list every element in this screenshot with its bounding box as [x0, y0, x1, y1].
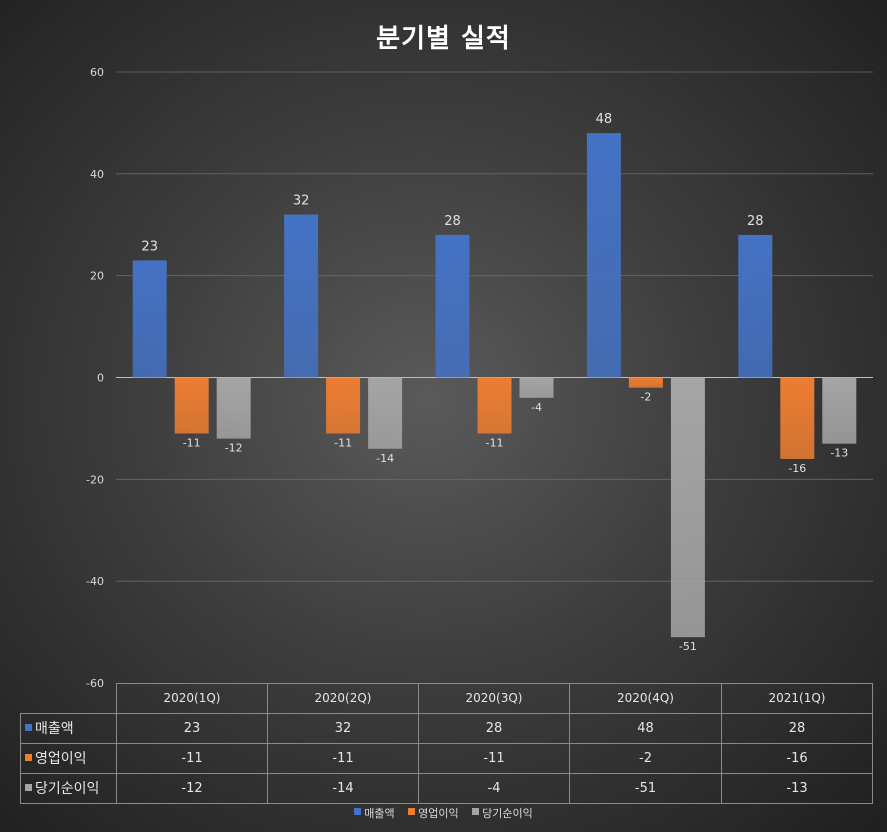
data-label: -12	[225, 442, 243, 455]
table-cell: -2	[569, 742, 722, 774]
data-label: 48	[596, 112, 613, 127]
series-swatch-net	[25, 784, 32, 791]
bar-net-income	[519, 377, 554, 398]
table-header-cell: 2020(4Q)	[569, 683, 722, 714]
table-cell: -4	[418, 772, 570, 804]
series-swatch-operating	[25, 754, 32, 761]
bars	[132, 133, 857, 638]
bar-sales	[586, 133, 621, 378]
data-label: -2	[640, 391, 651, 404]
data-label: 28	[444, 214, 461, 229]
legend-swatch	[354, 808, 362, 815]
bar-operating-income	[477, 377, 512, 434]
data-label: -14	[376, 452, 394, 465]
legend-label: 매출액	[364, 807, 395, 820]
y-axis: 60 40 20 0 -20 -40 -60	[86, 66, 104, 690]
legend-swatch	[472, 808, 480, 815]
bar-operating-income	[628, 377, 663, 388]
table-cell: 28	[721, 712, 873, 744]
table-corner	[21, 684, 117, 714]
table-cell: 23	[116, 712, 268, 744]
y-tick-label: 0	[97, 372, 104, 385]
table-row-sales: 매출액 23 32 28 48 28	[20, 712, 873, 744]
table-header-cell: 2021(1Q)	[721, 683, 873, 714]
data-label: 28	[747, 214, 764, 229]
table-row-net-income: 당기순이익 -12 -14 -4 -51 -13	[20, 772, 873, 804]
table-cell: -14	[267, 772, 419, 804]
bar-net-income	[368, 377, 403, 449]
bar-operating-income	[326, 377, 361, 434]
series-swatch-sales	[25, 724, 32, 731]
table-cell: -16	[721, 742, 873, 774]
bar-sales	[738, 234, 773, 378]
table-cell: 28	[418, 712, 570, 744]
table-cell: -11	[267, 742, 419, 774]
data-label: 23	[141, 239, 158, 254]
bar-net-income	[670, 377, 705, 638]
data-label: -11	[334, 437, 352, 450]
table-header-cell: 2020(1Q)	[116, 683, 268, 714]
table-cell: -51	[569, 772, 722, 804]
y-tick-label: -20	[86, 473, 104, 486]
chart-title: 분기별 실적	[376, 24, 511, 54]
table-cell: -12	[116, 772, 268, 804]
table-row-header: 매출액	[20, 712, 117, 744]
data-label: -16	[788, 462, 806, 475]
y-tick-label: -40	[86, 575, 104, 588]
bar-sales	[132, 260, 167, 378]
data-label: -51	[679, 640, 697, 653]
table-row-label: 영업이익	[35, 751, 87, 767]
bar-sales	[284, 214, 319, 378]
legend-swatch	[408, 808, 416, 815]
y-tick-label: -60	[86, 677, 104, 690]
legend-item-sales: 매출액	[354, 805, 395, 821]
bar-operating-income	[174, 377, 209, 434]
legend-label: 당기순이익	[482, 807, 533, 820]
y-tick-label: 20	[90, 270, 104, 283]
table-row-operating-income: 영업이익 -11 -11 -11 -2 -16	[20, 742, 873, 774]
table-header-row: 2020(1Q) 2020(2Q) 2020(3Q) 2020(4Q) 2021…	[21, 683, 873, 714]
table-row-header: 영업이익	[20, 742, 117, 774]
legend: 매출액 영업이익 당기순이익	[0, 805, 887, 821]
table-header-cell: 2020(3Q)	[418, 683, 570, 714]
y-tick-label: 40	[90, 168, 104, 181]
data-label: -11	[486, 437, 504, 450]
table-cell: -11	[418, 742, 570, 774]
table-row-header: 당기순이익	[20, 772, 117, 804]
chart-plot-area: 60 40 20 0 -20 -40 -60 23 -11 -12 32 -11 -14 28 -11 -4…	[86, 66, 873, 690]
legend-label: 영업이익	[418, 807, 459, 820]
data-label: -11	[183, 437, 201, 450]
data-labels: 23 -11 -12 32 -11 -14 28 -11 -4 48 -2 -51 28 -16 -13	[141, 112, 848, 653]
y-tick-label: 60	[90, 66, 104, 79]
table-cell: 32	[267, 712, 419, 744]
table-cell: -11	[116, 742, 268, 774]
legend-item-operating: 영업이익	[408, 805, 459, 821]
table-header-cell: 2020(2Q)	[267, 683, 419, 714]
bar-net-income	[822, 377, 857, 444]
table-cell: -13	[721, 772, 873, 804]
data-label: 32	[293, 194, 310, 209]
data-label: -4	[531, 401, 542, 414]
table-cell: 48	[569, 712, 722, 744]
bar-net-income	[216, 377, 251, 439]
legend-item-net: 당기순이익	[472, 805, 533, 821]
data-table: 2020(1Q) 2020(2Q) 2020(3Q) 2020(4Q) 2021…	[20, 683, 873, 804]
bar-sales	[435, 234, 470, 378]
table-row-label: 당기순이익	[35, 781, 100, 797]
table-row-label: 매출액	[35, 721, 74, 737]
bar-operating-income	[780, 377, 815, 459]
data-label: -13	[830, 447, 848, 460]
